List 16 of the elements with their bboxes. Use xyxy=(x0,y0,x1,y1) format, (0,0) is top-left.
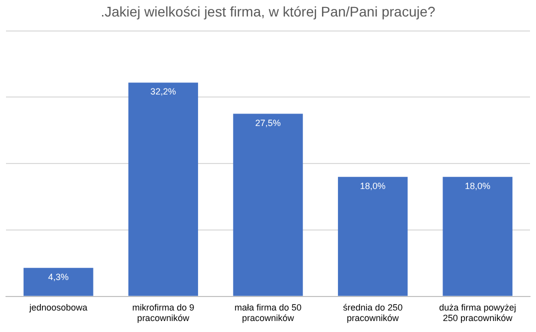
data-label: 27,5% xyxy=(255,118,281,128)
bar xyxy=(24,268,94,296)
data-label: 4,3% xyxy=(48,272,69,282)
bar xyxy=(442,176,512,296)
chart-title: .Jakiej wielkości jest firma, w której Pan/Pani pracuje? xyxy=(100,3,436,20)
x-tick-label: duża firma powyżej 250 pracowników xyxy=(439,302,516,324)
bar xyxy=(338,176,408,296)
x-tick-label: średnia do 250 pracowników xyxy=(343,302,403,324)
bar xyxy=(233,114,303,296)
x-tick-label: mikrofirma do 9 pracowników xyxy=(132,302,194,324)
data-label: 18,0% xyxy=(360,180,386,191)
x-tick-label: jednoosobowa xyxy=(28,302,88,312)
data-label: 32,2% xyxy=(150,86,176,97)
x-tick-label: mała firma do 50 pracowników xyxy=(234,302,302,324)
bar xyxy=(128,82,198,296)
data-label: 18,0% xyxy=(464,180,490,191)
